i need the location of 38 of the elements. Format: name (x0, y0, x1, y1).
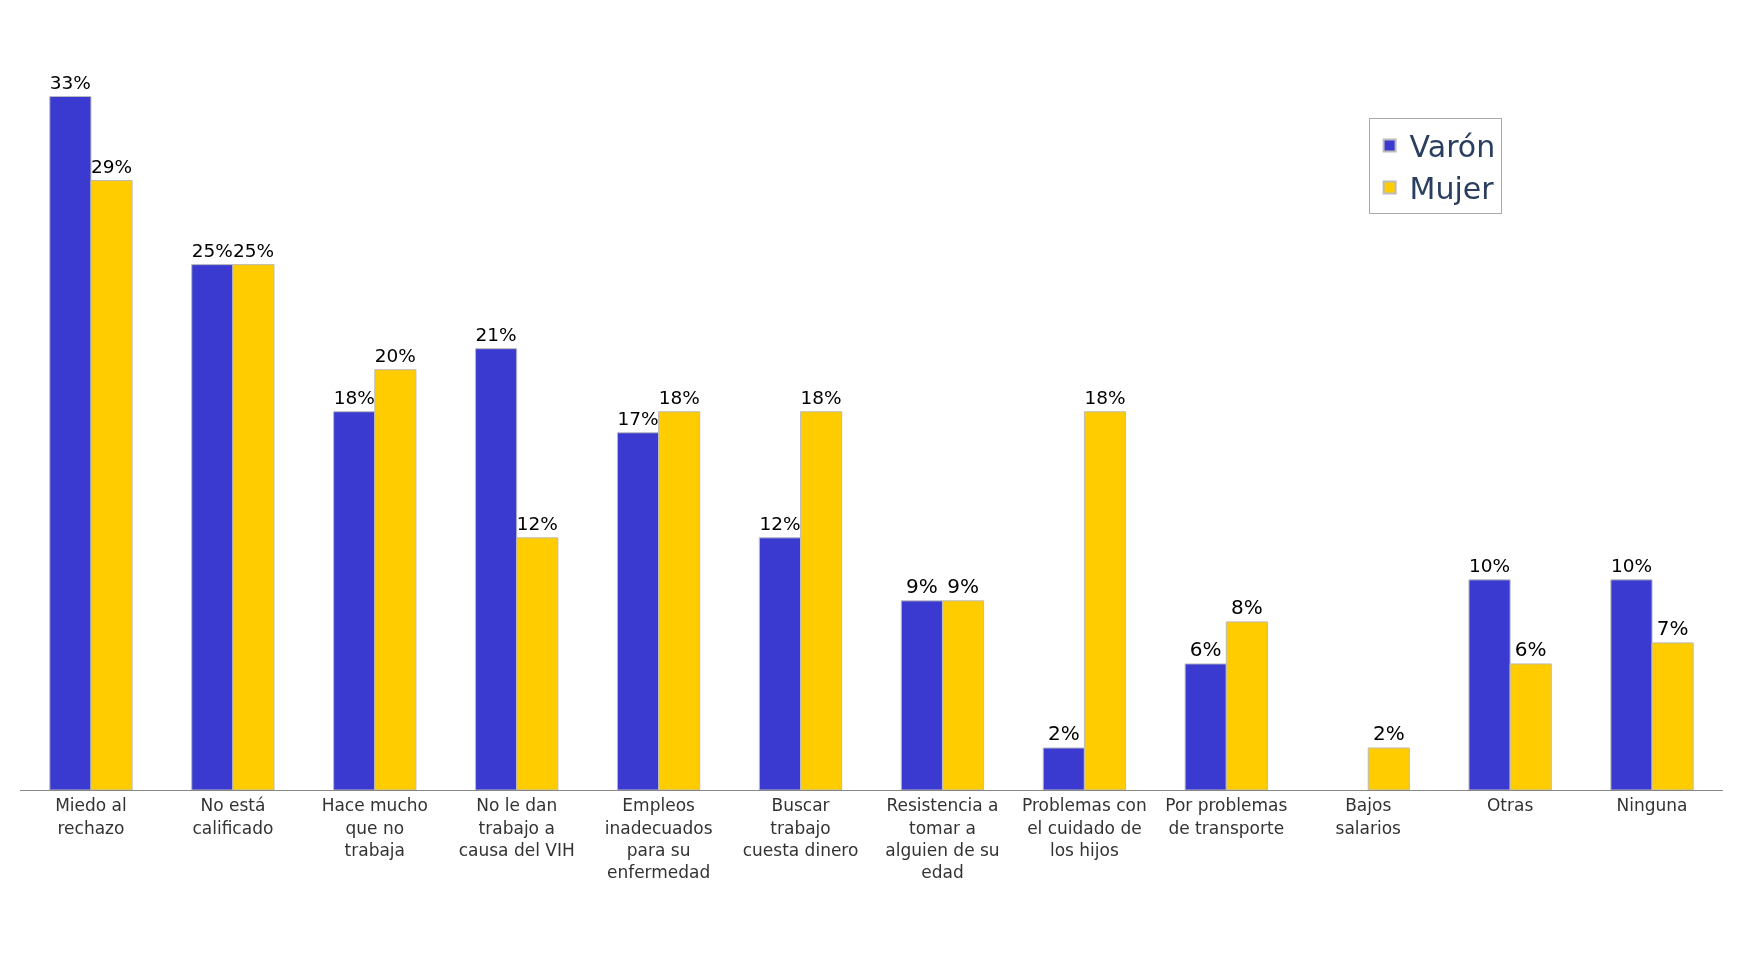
x-tick-label: Miedo al rechazo (55, 795, 127, 838)
data-label: 18% (1084, 387, 1126, 409)
data-label: 10% (1468, 555, 1511, 577)
data-label: 20% (374, 345, 416, 367)
data-label: 18% (333, 387, 375, 409)
x-tick-label: Otras (1486, 795, 1534, 816)
data-label: 2% (1372, 720, 1405, 745)
data-label: 17% (617, 408, 659, 430)
x-tick-label: Hace mucho que no trabaja (321, 795, 428, 860)
data-label: 12% (759, 513, 801, 535)
x-tick-label: Buscar trabajo cuesta dinero (742, 795, 859, 860)
data-label: 10% (1610, 555, 1653, 577)
x-tick-label: Por problemas de transporte (1165, 795, 1288, 838)
data-label: 29% (90, 155, 133, 177)
bar (1367, 747, 1410, 790)
data-label: 9% (947, 573, 979, 598)
data-label: 18% (658, 387, 700, 409)
data-label: 2% (1047, 720, 1080, 745)
data-label: 21% (475, 324, 517, 346)
x-tick-label: Problemas con el cuidado de los hijos (1022, 795, 1147, 860)
legend-label: Mujer (1409, 171, 1495, 207)
x-tick-label: Resistencia a tomar a alguien de su edad (885, 795, 1000, 882)
x-tick-label: Bajos salarios (1335, 795, 1402, 838)
data-label: 8% (1231, 594, 1263, 619)
x-tick-label: No le dan trabajo a causa del VIH (458, 795, 575, 860)
legend-label: Varón (1409, 129, 1496, 165)
x-tick-label: Empleos inadecuados para su enfermedad (604, 795, 713, 882)
data-label: 6% (1189, 636, 1222, 661)
data-label: 6% (1514, 636, 1547, 661)
data-label: 25% (232, 239, 275, 261)
data-label: 7% (1656, 615, 1689, 640)
data-label: 18% (800, 387, 842, 409)
data-label: 12% (516, 513, 558, 535)
data-label: 33% (49, 71, 91, 93)
data-label: 25% (191, 239, 233, 261)
x-tick-label: Ninguna (1616, 795, 1688, 816)
x-tick-label: No está calificado (192, 795, 274, 838)
data-label: 9% (906, 573, 938, 598)
